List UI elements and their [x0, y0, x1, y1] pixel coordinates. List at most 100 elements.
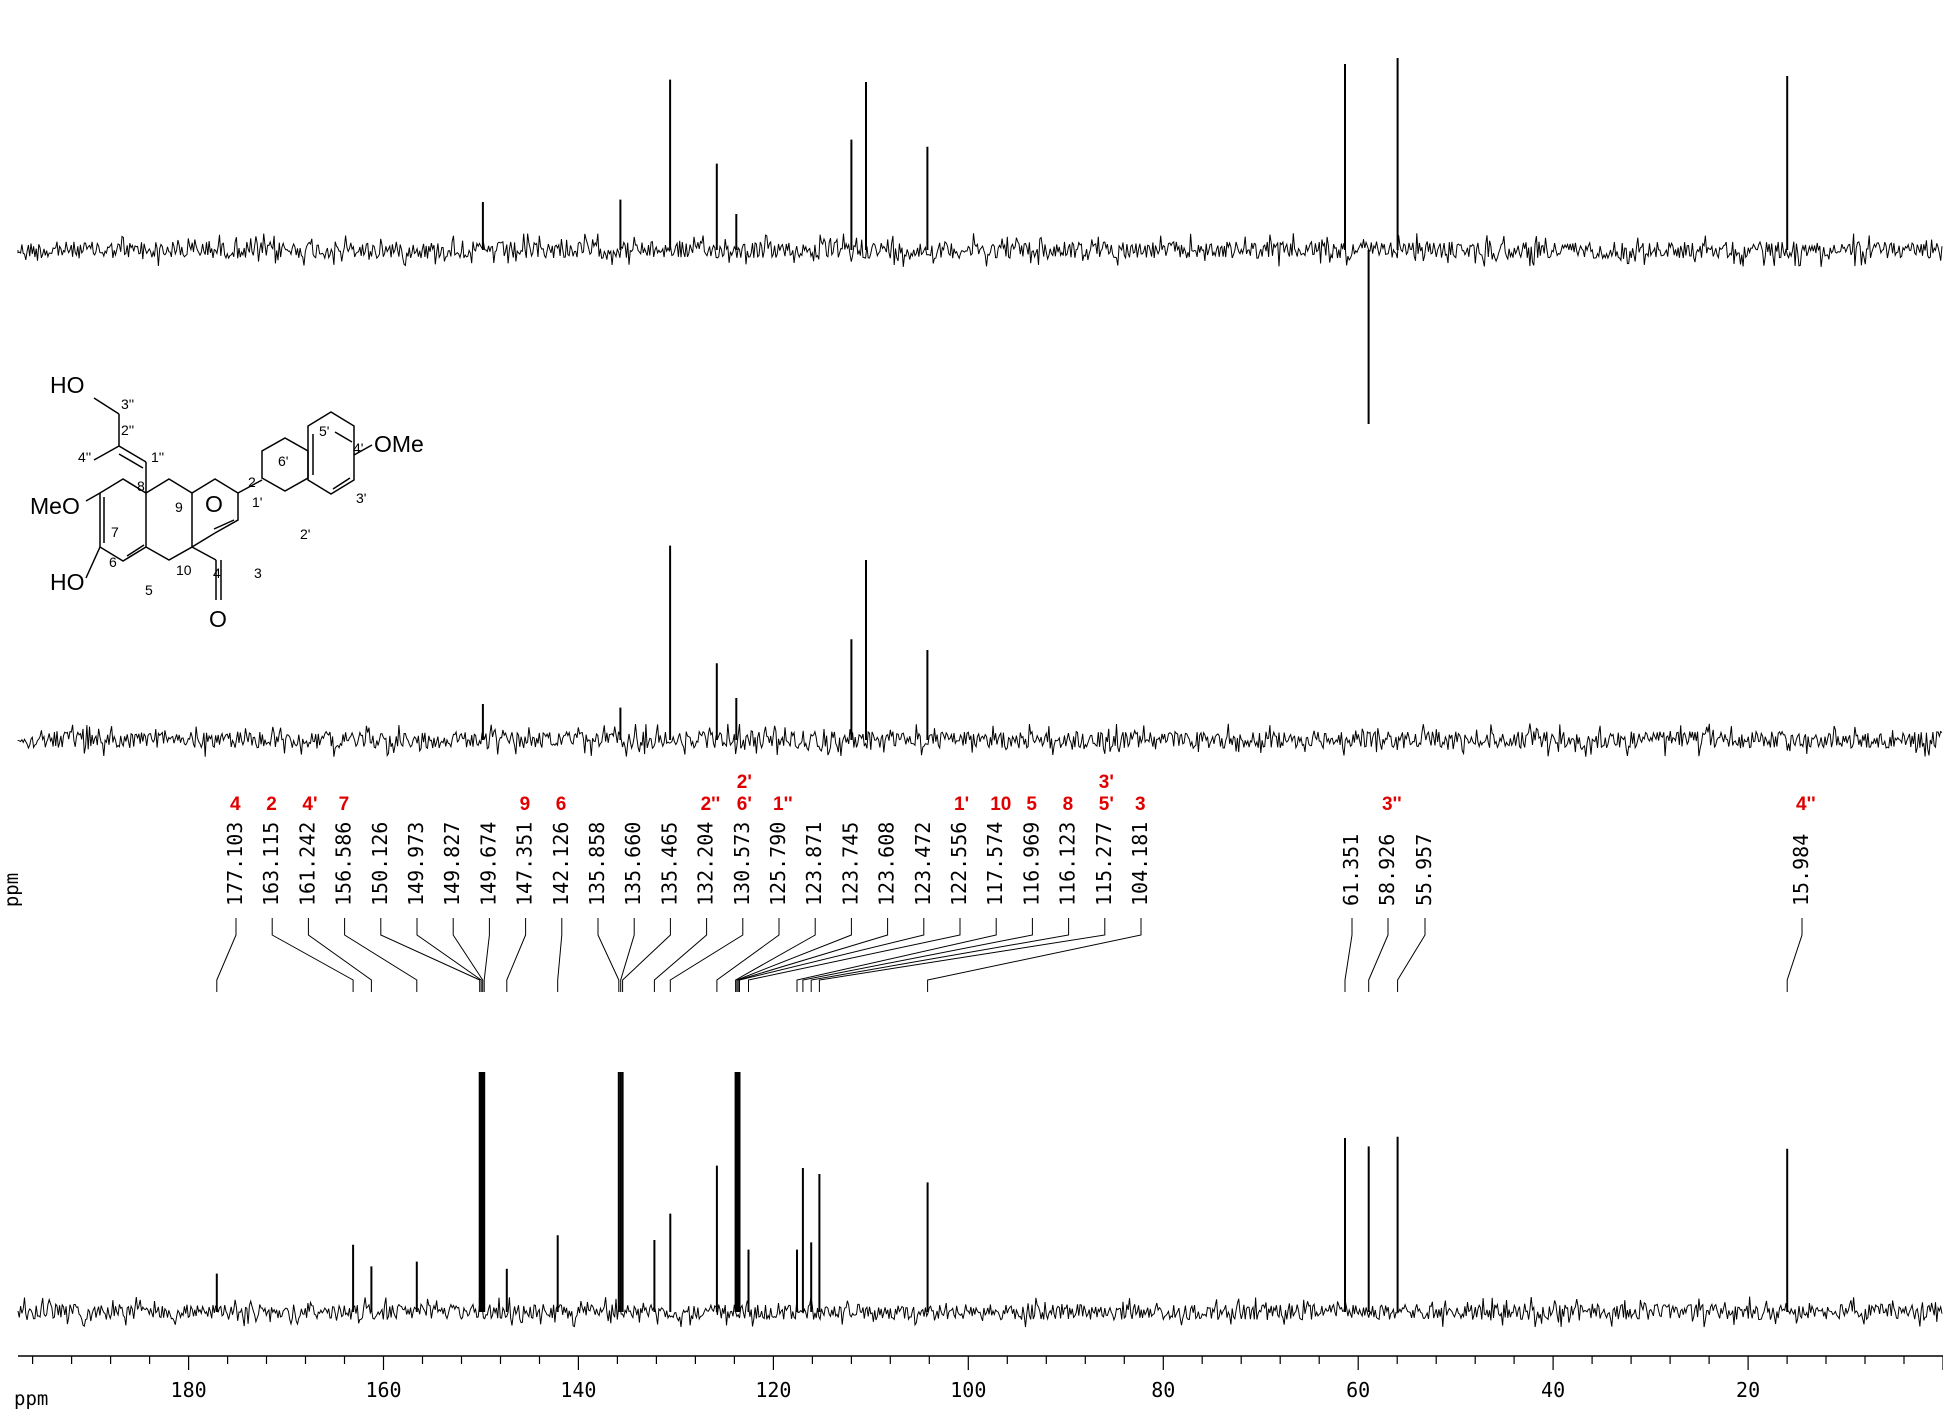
- peak-label-11: 135.660: [621, 822, 645, 906]
- connector-12: [622, 918, 671, 992]
- locant-15: 5: [145, 582, 153, 598]
- ring-oxygen: O: [205, 491, 223, 517]
- peak-label-14: 130.573: [730, 822, 754, 906]
- peak-label-26: 61.351: [1339, 834, 1363, 906]
- connector-2: [307, 918, 372, 992]
- peak-label-19: 123.472: [911, 822, 935, 906]
- assignment-14: 3: [1135, 794, 1146, 815]
- structure-locants: 3'' 2'' 4'' 1'' 8 9 2 1' 6' 5' 4' 3' 2' 7 6 5 10 4 3: [78, 396, 366, 598]
- peak-label-15: 125.790: [766, 822, 790, 906]
- y-axis-unit-label: ppm: [1, 873, 23, 907]
- assignment-5: 6: [556, 794, 567, 815]
- assignment-8: 1'': [773, 794, 793, 815]
- assignment-11: 5: [1026, 794, 1037, 815]
- ring-c: [145, 478, 239, 534]
- locant-14: 6: [109, 554, 117, 570]
- connector-19: [739, 918, 925, 992]
- peak-lines: [215, 58, 1789, 1312]
- peak-label-23: 116.123: [1056, 822, 1080, 906]
- peak-labels: 177.103 163.115 161.242 156.586 150.126 149.9…: [223, 822, 1813, 906]
- x-tick-label-100: 100: [950, 1378, 986, 1402]
- x-axis: 180 160 140 120 100 80 60 40 20: [18, 1355, 1943, 1402]
- connector-27: [1368, 918, 1389, 992]
- assignment-16: 4'': [1796, 794, 1816, 815]
- connector-9: [557, 918, 563, 992]
- peak-label-0: 177.103: [223, 822, 247, 906]
- peak-label-16: 123.871: [802, 822, 826, 906]
- x-tick-label-20: 20: [1736, 1378, 1760, 1402]
- connector-18: [737, 918, 889, 992]
- assignment-7-a: 2': [737, 772, 752, 793]
- connector-23: [810, 918, 1070, 992]
- locant-11: 3': [356, 490, 366, 506]
- assignment-7-b: 6': [737, 794, 752, 815]
- peak-label-20: 122.556: [947, 822, 971, 906]
- connector-22: [802, 918, 1033, 992]
- c1pp-c2pp-double: [118, 453, 144, 469]
- c10-c4-bond: [191, 546, 217, 561]
- peak-label-9: 142.126: [549, 822, 573, 906]
- connector-4: [380, 918, 481, 992]
- locant-1: 2'': [121, 422, 134, 438]
- structure-labels: HO OMe MeO HO O O: [30, 372, 424, 632]
- peak-label-29: 15.984: [1789, 834, 1813, 906]
- connector-3: [344, 918, 418, 992]
- peak-label-2: 161.242: [295, 822, 319, 906]
- c2pp-c4pp-bond: [93, 445, 120, 461]
- ring-a-double-bond-2: [126, 544, 145, 557]
- x-axis-unit-label: ppm: [14, 1388, 48, 1410]
- ring-c-lower: [145, 520, 193, 561]
- x-tick-label-140: 140: [560, 1378, 596, 1402]
- locant-13: 7: [111, 524, 119, 540]
- assignment-9: 1': [954, 794, 969, 815]
- ome-group: OMe: [374, 431, 424, 457]
- peak-label-3: 156.586: [332, 822, 356, 906]
- connector-17: [736, 918, 852, 992]
- baseline-trace-3: [17, 1296, 1943, 1328]
- connector-1: [271, 918, 354, 992]
- connector-20: [748, 918, 961, 992]
- assignment-labels: 4 2 4' 7 9 6 2'' 2'6' 1'' 1' 10 5 8 3'5' 3 3'' 4'': [230, 772, 1816, 815]
- assignment-4: 9: [520, 794, 531, 815]
- peak-label-25: 104.181: [1128, 822, 1152, 906]
- peak-label-22: 116.969: [1019, 822, 1043, 906]
- peak-label-5: 149.973: [404, 822, 428, 906]
- c3pp-o-bond: [93, 397, 120, 415]
- connector-24: [818, 918, 1106, 992]
- connector-11: [620, 918, 635, 992]
- x-tick-label-120: 120: [755, 1378, 791, 1402]
- locant-6: 2: [248, 474, 256, 490]
- connector-10: [597, 918, 620, 992]
- locant-3: 1'': [151, 449, 164, 465]
- x-tick-label-60: 60: [1346, 1378, 1370, 1402]
- assignment-12: 8: [1063, 794, 1074, 815]
- c7-ome-bond: [85, 492, 101, 502]
- locant-17: 4: [213, 565, 221, 581]
- peak-label-28: 55.957: [1412, 834, 1436, 906]
- ring-b-hexagon: [307, 411, 355, 495]
- connector-14: [669, 918, 744, 992]
- assignment-6: 2'': [701, 794, 721, 815]
- spectrum-traces: [17, 233, 1943, 1328]
- connector-0: [216, 918, 237, 992]
- locant-12: 2': [300, 526, 310, 542]
- connector-26: [1344, 918, 1353, 992]
- ho-group-top: HO: [50, 372, 85, 398]
- locant-7: 1': [252, 494, 262, 510]
- peak-label-13: 132.204: [694, 822, 718, 906]
- connector-25: [927, 918, 1142, 992]
- peak-label-4: 150.126: [368, 822, 392, 906]
- locant-10: 4': [353, 440, 363, 456]
- connector-29: [1786, 918, 1803, 992]
- locant-9: 5': [319, 423, 329, 439]
- connector-15: [716, 918, 780, 992]
- locant-8: 6': [278, 453, 288, 469]
- assignment-1: 2: [266, 794, 277, 815]
- peak-label-21: 117.574: [983, 822, 1007, 906]
- x-tick-label-40: 40: [1541, 1378, 1565, 1402]
- assignment-10: 10: [990, 794, 1011, 815]
- c6-oh-bond: [85, 546, 101, 579]
- connector-13: [653, 918, 708, 992]
